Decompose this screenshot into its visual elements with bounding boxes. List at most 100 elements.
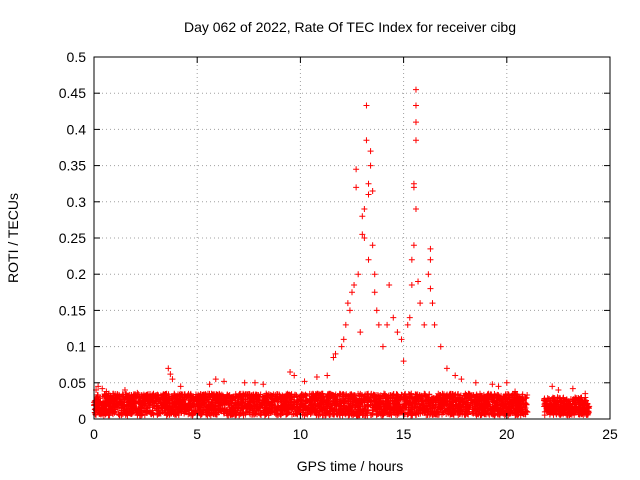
y-tick-label: 0.45 <box>59 85 86 101</box>
baseline-point <box>188 397 195 404</box>
baseline-point <box>339 412 346 419</box>
y-axis-label: ROTI / TECUs <box>5 193 21 283</box>
baseline-point <box>583 404 590 411</box>
baseline-point <box>100 409 107 416</box>
baseline-point <box>129 394 136 401</box>
baseline-point <box>268 406 275 413</box>
baseline-point <box>499 402 506 409</box>
baseline-point <box>221 397 228 404</box>
baseline-point <box>110 408 117 415</box>
baseline-point <box>513 390 520 397</box>
data-point <box>443 365 450 372</box>
data-point <box>342 321 349 328</box>
data-point <box>512 388 519 395</box>
baseline-point <box>373 405 380 412</box>
baseline-point <box>235 392 242 399</box>
baseline-point <box>288 396 295 403</box>
baseline-point <box>348 408 355 415</box>
baseline-point <box>147 410 154 417</box>
data-point <box>165 365 172 372</box>
baseline-point <box>415 410 422 417</box>
baseline-point <box>282 404 289 411</box>
baseline-point <box>125 396 132 403</box>
baseline-point <box>407 394 414 401</box>
baseline-point <box>302 400 309 407</box>
data-point <box>503 379 510 386</box>
data-point <box>412 119 419 126</box>
baseline-point <box>269 396 276 403</box>
baseline-point <box>458 398 465 405</box>
baseline-point <box>154 391 161 398</box>
baseline-point <box>419 397 426 404</box>
data-point <box>394 329 401 336</box>
baseline-point <box>338 400 345 407</box>
baseline-point <box>241 403 248 410</box>
baseline-point <box>348 392 355 399</box>
data-point <box>412 86 419 93</box>
baseline-point <box>558 409 565 416</box>
baseline-point <box>107 404 114 411</box>
baseline-point <box>414 404 421 411</box>
baseline-point <box>575 396 582 403</box>
data-point <box>251 379 258 386</box>
baseline-point <box>256 399 263 406</box>
baseline-point <box>103 402 110 409</box>
baseline-point <box>294 400 301 407</box>
baseline-point <box>371 393 378 400</box>
baseline-point <box>166 406 173 413</box>
baseline-point <box>469 409 476 416</box>
data-point <box>384 321 391 328</box>
baseline-point <box>434 393 441 400</box>
data-point <box>398 336 405 343</box>
baseline-point <box>541 395 548 402</box>
x-tick-label: 20 <box>499 426 515 442</box>
baseline-point <box>267 409 274 416</box>
baseline-point <box>123 403 130 410</box>
baseline-point <box>375 410 382 417</box>
baseline-point <box>416 400 423 407</box>
data-point <box>353 166 360 173</box>
baseline-point <box>319 406 326 413</box>
data-point <box>427 245 434 252</box>
data-point <box>287 368 294 375</box>
baseline-point <box>502 411 509 418</box>
data-point <box>408 256 415 263</box>
baseline-point <box>237 407 244 414</box>
data-point <box>458 376 465 383</box>
baseline-point <box>265 399 272 406</box>
baseline-point <box>282 395 289 402</box>
baseline-point <box>494 406 501 413</box>
data-point <box>386 282 393 289</box>
data-point <box>412 137 419 144</box>
data-point <box>582 390 589 397</box>
baseline-point <box>384 400 391 407</box>
data-point <box>365 180 372 187</box>
data-point <box>324 372 331 379</box>
baseline-point <box>149 400 156 407</box>
baseline-point <box>505 391 512 398</box>
baseline-point <box>542 400 549 407</box>
baseline-point <box>584 400 591 407</box>
baseline-point <box>580 405 587 412</box>
baseline-point <box>439 392 446 399</box>
baseline-point <box>197 410 204 417</box>
baseline-point <box>375 396 382 403</box>
baseline-point <box>223 410 230 417</box>
baseline-point <box>426 405 433 412</box>
baseline-point <box>550 411 557 418</box>
baseline-point <box>110 390 117 397</box>
data-point <box>365 256 372 263</box>
baseline-point <box>476 402 483 409</box>
baseline-point <box>313 396 320 403</box>
baseline-point <box>263 406 270 413</box>
baseline-point <box>472 407 479 414</box>
baseline-point <box>263 394 270 401</box>
baseline-point <box>579 410 586 417</box>
baseline-point <box>206 390 213 397</box>
data-point <box>555 387 562 394</box>
baseline-point <box>481 411 488 418</box>
baseline-point <box>451 392 458 399</box>
baseline-point <box>344 398 351 405</box>
baseline-point <box>142 392 149 399</box>
